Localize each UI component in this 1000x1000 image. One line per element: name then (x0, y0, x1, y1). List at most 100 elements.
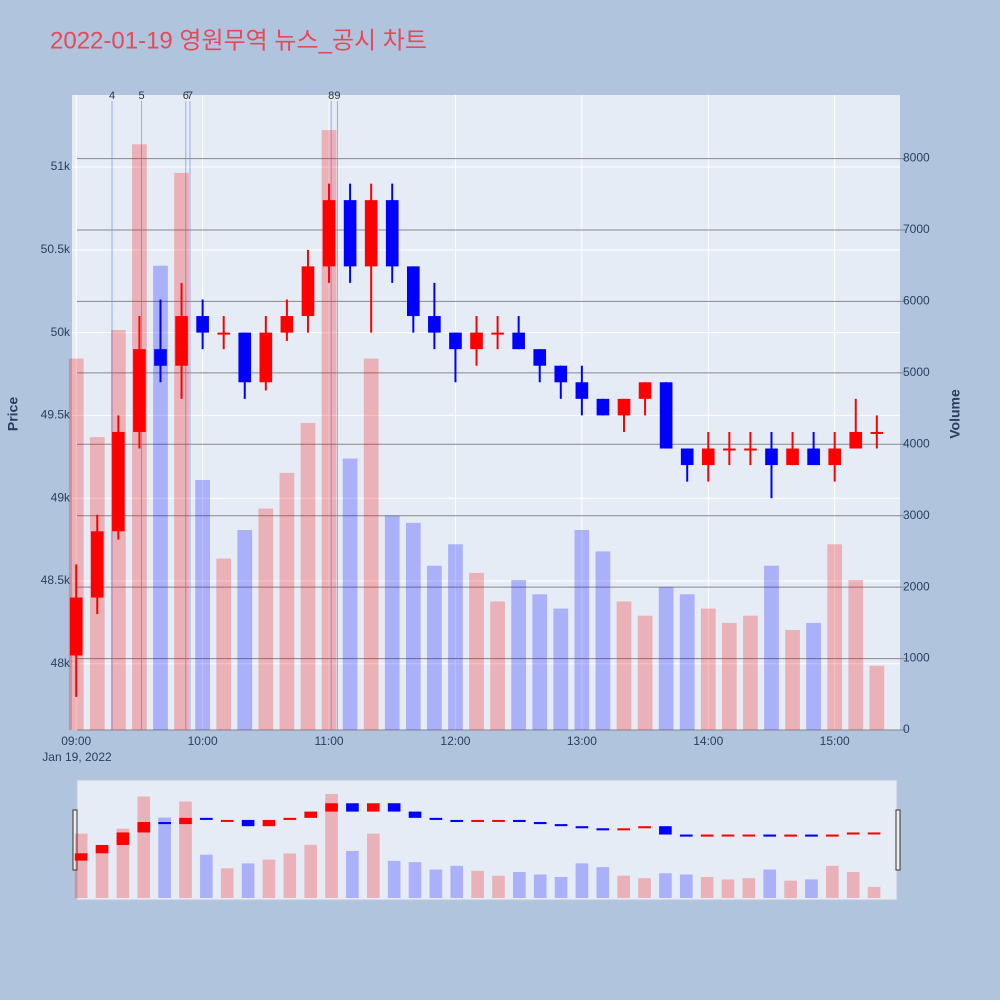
news-label: 8 (328, 90, 334, 102)
candle-body (238, 332, 252, 383)
candle-body (617, 398, 631, 416)
volume-bar (321, 130, 337, 730)
mini-volume-bar (74, 833, 88, 898)
y2-tick-label: 8000 (903, 151, 930, 165)
x-tick-label: 15:00 (820, 734, 850, 748)
candle-body (807, 448, 820, 466)
volume-bar (300, 422, 316, 730)
mini-candle-body (867, 832, 881, 835)
mini-volume-bar (471, 870, 484, 898)
mini-volume-bar (220, 868, 234, 898)
mini-candle-body (95, 844, 109, 854)
candle-body (765, 448, 778, 466)
mini-volume-bar (325, 794, 338, 898)
volume-bar (511, 580, 527, 730)
candle-body (554, 365, 568, 383)
volume-bar (469, 572, 484, 730)
y2-tick-label: 2000 (903, 579, 930, 593)
y2-tick-label: 4000 (903, 436, 930, 450)
volume-bar (363, 358, 379, 730)
mini-candle-body (429, 817, 443, 820)
mini-volume-bar (366, 833, 380, 898)
mini-volume-bar (513, 872, 526, 898)
x-date-label: Jan 19, 2022 (42, 750, 112, 764)
mini-volume-bar (241, 863, 255, 898)
news-label: 7 (187, 90, 193, 102)
mini-candle-body (116, 832, 130, 845)
y2-tick-label: 0 (903, 722, 910, 736)
mini-candle-body (74, 853, 88, 861)
mini-candle-body (450, 819, 464, 823)
x-tick-label: 14:00 (693, 734, 723, 748)
y-tick-label: 49k (51, 490, 71, 504)
x-tick-label: 13:00 (567, 734, 597, 748)
mini-volume-bar (387, 860, 401, 898)
x-tick-label: 09:00 (61, 734, 91, 748)
mini-volume-bar (158, 817, 171, 898)
mini-candle-body (200, 817, 213, 820)
mini-volume-bar (116, 828, 130, 898)
volume-bar (637, 615, 653, 730)
mini-volume-bar (429, 869, 443, 898)
mini-candle-body (721, 834, 735, 837)
news-label: 9 (334, 90, 340, 102)
mini-volume-bar (179, 801, 192, 898)
candle-body (449, 332, 462, 350)
mini-candle-body (492, 819, 505, 822)
volume-bar (553, 608, 569, 730)
y-tick-label: 49.5k (41, 408, 71, 422)
volume-bar (616, 601, 632, 730)
mini-volume-bar (846, 872, 860, 898)
candle-body (133, 349, 146, 432)
candle-body (533, 349, 547, 366)
volume-bar (532, 594, 548, 730)
mini-volume-bar (617, 875, 630, 898)
mini-volume-bar (346, 850, 359, 898)
mini-volume-bar (492, 875, 505, 898)
mini-candle-body (825, 834, 839, 837)
volume-bar (700, 608, 716, 730)
candle-body (786, 448, 799, 466)
mini-candle-body (471, 819, 484, 823)
mini-volume-bar (742, 878, 756, 898)
mini-volume-bar (304, 844, 318, 898)
candle-body (343, 200, 357, 267)
candle-body (723, 448, 736, 451)
range-handle[interactable] (895, 809, 901, 871)
candle-body (175, 316, 188, 366)
y2-axis-title: Volume (947, 389, 963, 439)
y-tick-label: 48.5k (41, 573, 71, 587)
mini-candle-body (262, 819, 276, 827)
mini-candle-body (554, 824, 568, 827)
candle-body (406, 266, 420, 317)
volume-bar (658, 587, 674, 730)
mini-volume-bar (638, 878, 651, 898)
volume-bar (384, 515, 400, 730)
mini-candle-body (179, 817, 192, 825)
y2-tick-label: 7000 (903, 222, 930, 236)
mini-candle-body (283, 817, 297, 820)
mini-volume-bar (554, 876, 568, 898)
volume-bar (869, 665, 885, 730)
volume-bar (806, 622, 821, 730)
volume-bar (342, 458, 358, 730)
y-tick-label: 50k (51, 325, 71, 339)
chart-title: 2022-01-19 영원무역 뉴스_공시 차트 (50, 27, 427, 54)
mini-candle-body (241, 819, 255, 827)
mini-candle-body (638, 826, 651, 829)
y-tick-label: 51k (51, 159, 71, 173)
range-handle[interactable] (72, 809, 78, 871)
candle-body (259, 332, 273, 383)
mini-volume-bar (763, 869, 777, 898)
candle-body (491, 332, 504, 335)
mini-volume-bar (450, 865, 464, 898)
candle-body (196, 316, 209, 333)
mini-volume-bar (95, 847, 109, 898)
x-tick-label: 12:00 (440, 734, 470, 748)
candle-body (659, 382, 673, 449)
y-tick-label: 48k (51, 656, 71, 670)
news-label: 6 (183, 90, 189, 102)
y-axis-title: Price (5, 397, 21, 431)
candle-body (364, 200, 378, 267)
